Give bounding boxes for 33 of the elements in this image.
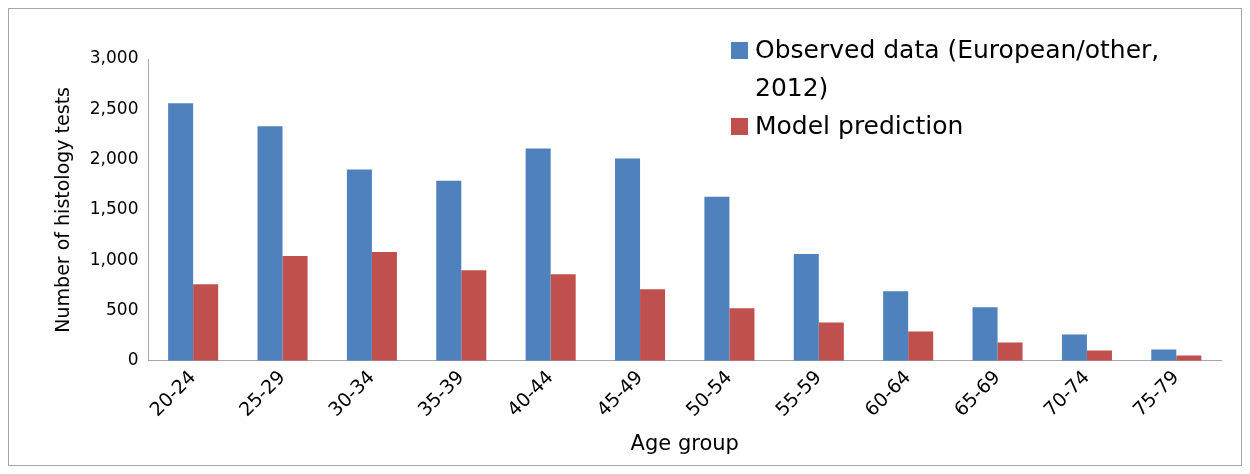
bar: [818, 322, 844, 361]
bar: [793, 254, 819, 361]
bar: [883, 291, 909, 361]
y-tick-label: 0: [127, 349, 139, 370]
y-axis-title: Number of histology tests: [51, 86, 74, 333]
y-tick-label: 500: [106, 298, 139, 319]
bar: [525, 148, 551, 361]
y-tick-label: 2,000: [89, 147, 139, 168]
bar: [615, 158, 641, 361]
y-tick-label: 3,000: [89, 47, 139, 68]
bar: [257, 126, 283, 361]
bar: [461, 270, 487, 361]
bar: [436, 180, 462, 361]
bar: [282, 256, 308, 361]
bar: [371, 252, 397, 361]
bar: [1061, 334, 1087, 361]
x-axis-title: Age group: [630, 430, 739, 455]
legend-label: Model prediction: [755, 110, 964, 142]
bar: [346, 169, 372, 361]
bar: [908, 331, 934, 361]
legend-label: Observed data (European/other, 2012): [755, 34, 1161, 104]
bar: [704, 196, 730, 361]
bar: [193, 284, 219, 361]
y-tick-label: 1,500: [89, 198, 139, 219]
y-tick-label: 1,000: [89, 248, 139, 269]
y-tick-label: 2,500: [89, 97, 139, 118]
bar: [550, 274, 576, 361]
bar: [640, 289, 666, 361]
bar: [972, 307, 998, 361]
bar: [729, 308, 755, 361]
bar: [168, 103, 194, 361]
bar: [997, 342, 1023, 361]
bar: [1151, 349, 1177, 361]
